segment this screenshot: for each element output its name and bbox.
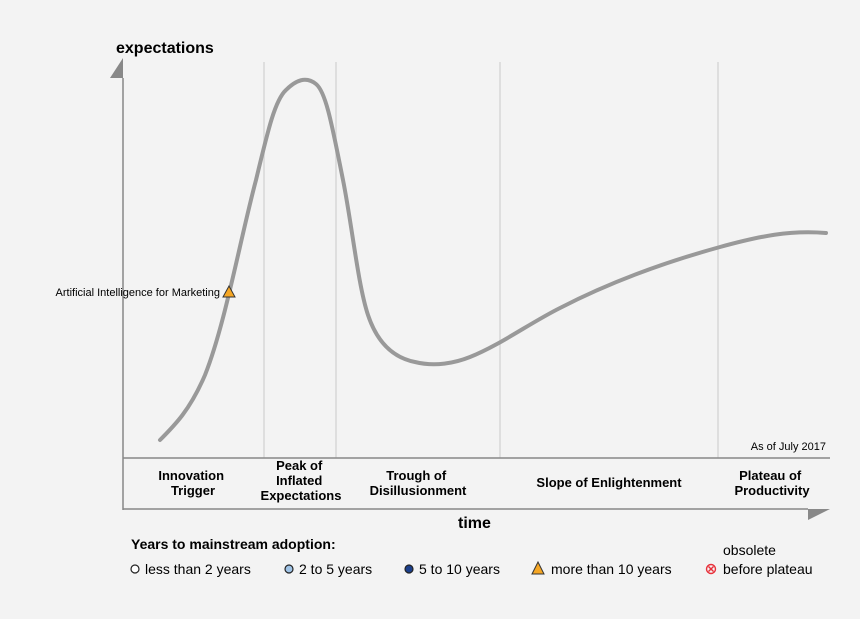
legend-item-label: less than 2 years <box>145 561 251 577</box>
phase-dividers <box>263 62 719 458</box>
legend-item-label: 5 to 10 years <box>419 561 500 577</box>
legend: Years to mainstream adoption: less than … <box>130 536 813 577</box>
technology-point[interactable]: Artificial Intelligence for Marketing <box>56 284 236 299</box>
light-blue-circle-icon <box>284 564 294 574</box>
legend-item-label: more than 10 years <box>551 561 672 577</box>
dark-blue-circle-icon <box>404 564 414 574</box>
red-x-circle-icon <box>705 563 717 575</box>
legend-item-label-obsolete: obsolete before plateau <box>723 542 813 577</box>
orange-triangle-icon <box>531 560 545 575</box>
phase-labels: Innovation Trigger Peak of Inflated Expe… <box>158 458 810 503</box>
x-axis-arrow-icon <box>808 509 830 520</box>
hype-cycle-curve <box>158 77 828 442</box>
orange-triangle-icon <box>222 284 236 298</box>
y-axis-title: expectations <box>116 40 214 57</box>
y-axis-arrow-icon <box>110 58 123 78</box>
legend-title: Years to mainstream adoption: <box>131 536 336 552</box>
technology-label: Artificial Intelligence for Marketing <box>56 287 220 299</box>
legend-item-label: 2 to 5 years <box>299 561 372 577</box>
x-axis-title: time <box>458 515 491 532</box>
as-of-date: As of July 2017 <box>751 441 826 453</box>
phase-label-peak: Peak of Inflated Expectations <box>261 458 342 503</box>
white-circle-icon <box>130 564 140 574</box>
phase-label-plateau: Plateau of Productivity <box>734 468 810 498</box>
phase-label-trough: Trough of Disillusionment <box>370 468 467 498</box>
phase-label-slope: Slope of Enlightenment <box>536 475 682 490</box>
phase-label-innovation-trigger: Innovation Trigger <box>158 468 227 498</box>
